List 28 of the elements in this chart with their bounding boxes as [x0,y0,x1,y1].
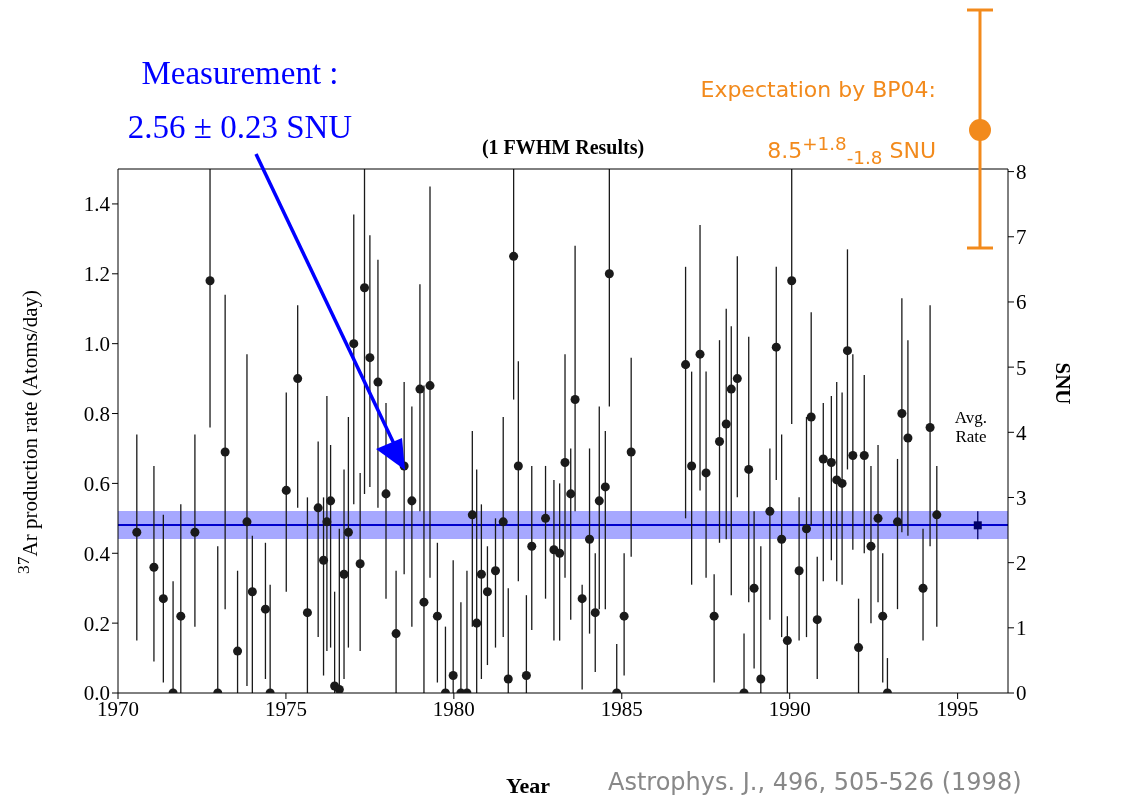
text: Astrophys. J., 496, 505-526 (1998) [608,768,1022,796]
x-axis-title: Year [505,773,551,799]
y2-tick-label: 6 [1016,290,1027,315]
y2-tick-label: 0 [1016,681,1027,706]
y-tick-label: 0.4 [83,541,111,566]
y2-axis-title: SNU [1049,361,1075,406]
y2-tick-label: 8 [1016,160,1027,185]
annotation: Avg. Rate [953,408,989,446]
y-tick-label: 1.2 [83,262,110,287]
y2-tick-label: 5 [1016,355,1027,380]
y-tick-label: 1.4 [83,192,111,217]
y2-tick-label: 7 [1016,225,1027,250]
y-tick-label: 0.8 [83,401,110,426]
y-tick-label: 1.0 [83,332,110,357]
y-tick-label: 0.2 [83,611,110,636]
text: Expectation by BP04: 8.5$^{+1.8}$$_{-1.8}$ SNU [700,77,936,168]
y-tick-label: 0.6 [83,471,110,496]
x-tick-label: 1995 [936,696,979,721]
chart-title: (1 FWHM Results) [481,136,645,158]
y2-tick-label: 3 [1016,485,1027,510]
y2-tick-label: 4 [1016,420,1027,445]
y2-tick-label: 2 [1016,551,1027,576]
x-tick-label: 1980 [432,696,475,721]
x-tick-label: 1975 [264,696,307,721]
x-tick-label: 1990 [768,696,811,721]
x-tick-label: 1985 [600,696,643,721]
y2-tick-label: 1 [1016,616,1027,641]
text: Measurement : 2.56 ± 0.23 SNU [126,54,354,147]
